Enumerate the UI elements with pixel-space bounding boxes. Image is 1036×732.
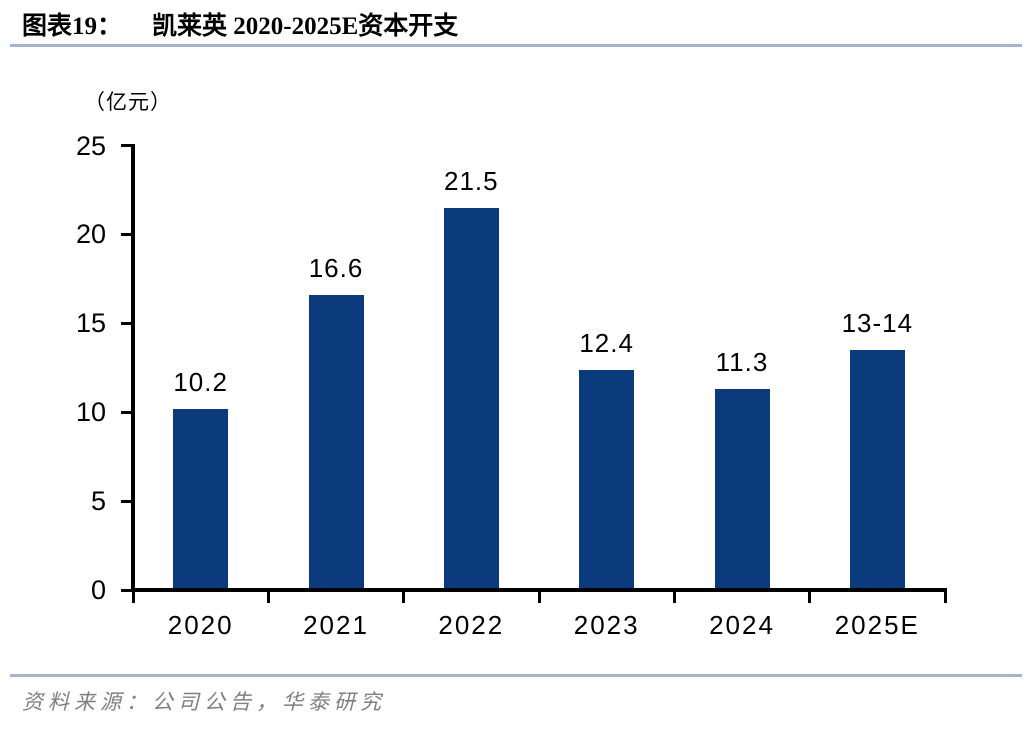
bar xyxy=(308,294,364,588)
bar xyxy=(443,207,499,588)
chart-title: 凯莱英 2020-2025E资本开支 xyxy=(152,13,459,40)
y-axis-tick-mark xyxy=(121,144,131,147)
source-divider-rule xyxy=(10,674,1022,677)
x-axis-category-label: 2023 xyxy=(573,610,640,640)
y-axis-tick-label: 20 xyxy=(75,219,106,250)
x-axis-line xyxy=(131,588,947,592)
x-axis-category-label: 2022 xyxy=(438,610,505,640)
bar xyxy=(849,349,905,588)
x-axis-category-label: 2020 xyxy=(167,610,234,640)
y-axis-line xyxy=(131,144,135,592)
bar-value-label: 10.2 xyxy=(173,366,228,397)
y-axis-tick-mark xyxy=(121,232,131,236)
y-axis-unit-label: （亿元） xyxy=(84,90,172,114)
chart-title-row: 图表19： 凯莱英 2020-2025E资本开支 xyxy=(22,6,458,42)
x-axis-category-label: 2021 xyxy=(303,610,369,640)
x-axis-category-label: 2025E xyxy=(834,610,920,640)
bar-value-label: 16.6 xyxy=(308,252,364,283)
y-axis-tick-mark xyxy=(121,410,131,414)
bar xyxy=(579,369,635,588)
y-axis-tick-mark xyxy=(121,499,131,503)
y-axis-tick-mark xyxy=(121,588,131,592)
source-text: 资料来源：公司公告，华泰研究 xyxy=(22,690,386,714)
y-axis-tick-mark xyxy=(121,321,131,325)
x-axis-tick-mark xyxy=(266,592,270,603)
x-axis-tick-mark xyxy=(943,592,947,603)
y-axis-tick-label: 5 xyxy=(90,486,106,517)
y-axis-tick-label: 0 xyxy=(90,575,106,605)
x-axis-tick-mark xyxy=(808,592,812,603)
x-axis-tick-mark xyxy=(672,592,676,603)
bar-value-label: 21.5 xyxy=(444,165,499,196)
bar xyxy=(173,408,229,588)
y-axis-tick-label: 15 xyxy=(75,308,106,339)
x-axis-tick-mark xyxy=(131,592,135,603)
x-axis-tick-mark xyxy=(537,592,541,603)
x-axis-category-label: 2024 xyxy=(709,610,775,640)
bar-value-label: 12.4 xyxy=(579,327,634,358)
bar-value-label: 11.3 xyxy=(715,347,769,378)
bar xyxy=(714,389,770,588)
bar-value-label: 13-14 xyxy=(841,307,914,338)
y-axis-tick-label: 25 xyxy=(75,130,106,161)
x-axis-tick-mark xyxy=(402,592,406,603)
y-axis-tick-label: 10 xyxy=(75,397,106,428)
title-underline-rule xyxy=(10,44,1022,47)
figure-number-label: 图表19： xyxy=(22,13,123,40)
